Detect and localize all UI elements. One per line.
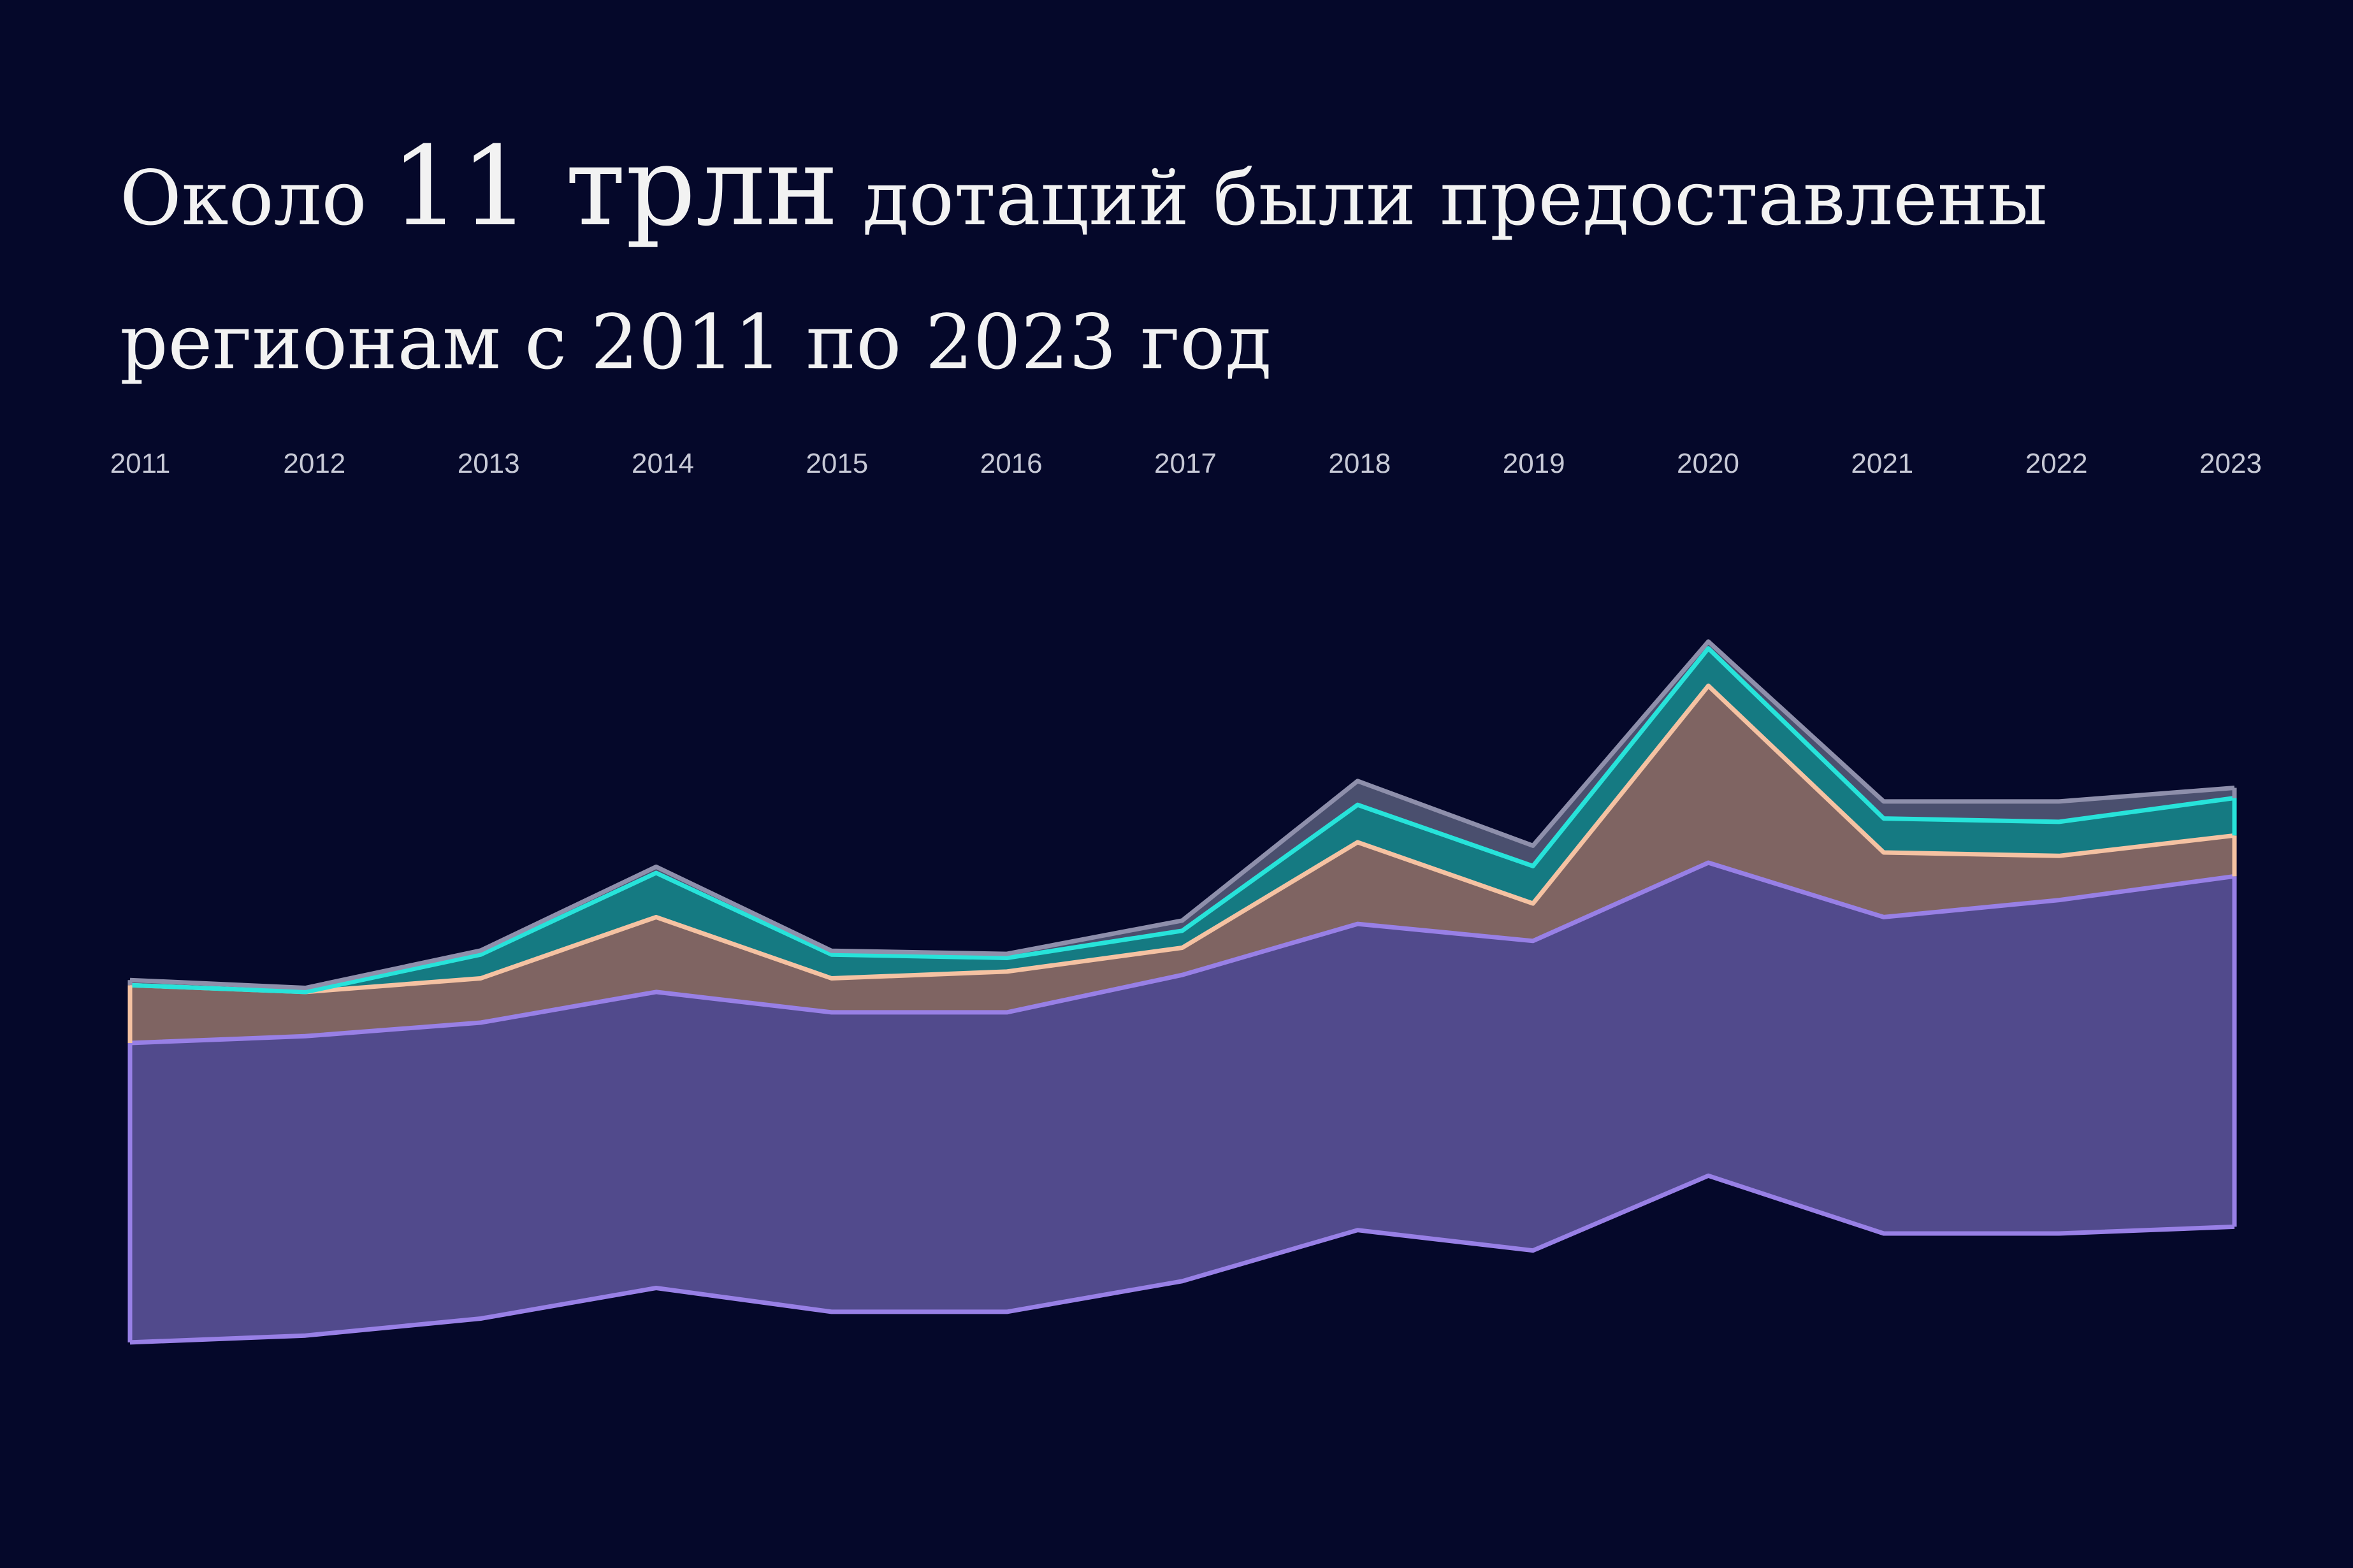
x-axis-labels: 2011 2012 2013 2014 2015 2016 2017 2018 2019 2020… bbox=[110, 448, 2262, 479]
x-tick-label-2022: 2022 bbox=[2025, 448, 2088, 479]
line-top-series-4 bbox=[129, 639, 2235, 990]
x-tick-label-2023: 2023 bbox=[2199, 448, 2262, 479]
title-part-2: дотаций были предоставлены bbox=[838, 154, 2048, 242]
x-tick-label-2019: 2019 bbox=[1503, 448, 1565, 479]
line-top-series-1 bbox=[129, 860, 2235, 1046]
stream-lines bbox=[127, 639, 2237, 1345]
title-part-1: Около bbox=[120, 154, 391, 242]
area-series-3 bbox=[130, 648, 2234, 992]
line-top-series-3 bbox=[129, 646, 2235, 995]
x-tick-label-2016: 2016 bbox=[980, 448, 1043, 479]
chart-title: Около 11 трлн дотаций были предоставлены… bbox=[120, 115, 2223, 414]
x-tick-label-2015: 2015 bbox=[806, 448, 868, 479]
line-top-series-2 bbox=[129, 683, 2235, 995]
x-tick-label-2017: 2017 bbox=[1154, 448, 1217, 479]
x-tick-label-2020: 2020 bbox=[1677, 448, 1739, 479]
title-line-2: регионам с 2011 по 2023 год bbox=[120, 298, 1272, 386]
area-series-2 bbox=[130, 686, 2234, 1043]
x-tick-label-2013: 2013 bbox=[458, 448, 520, 479]
x-tick-label-2018: 2018 bbox=[1328, 448, 1391, 479]
title-highlight: 11 трлн bbox=[391, 122, 839, 250]
stream-areas bbox=[130, 641, 2234, 1342]
x-tick-label-2021: 2021 bbox=[1851, 448, 1913, 479]
x-tick-label-2014: 2014 bbox=[632, 448, 694, 479]
area-series-1 bbox=[130, 863, 2234, 1342]
x-tick-label-2011: 2011 bbox=[110, 448, 171, 479]
x-tick-label-2012: 2012 bbox=[283, 448, 345, 479]
line-baseline bbox=[129, 1173, 2235, 1345]
